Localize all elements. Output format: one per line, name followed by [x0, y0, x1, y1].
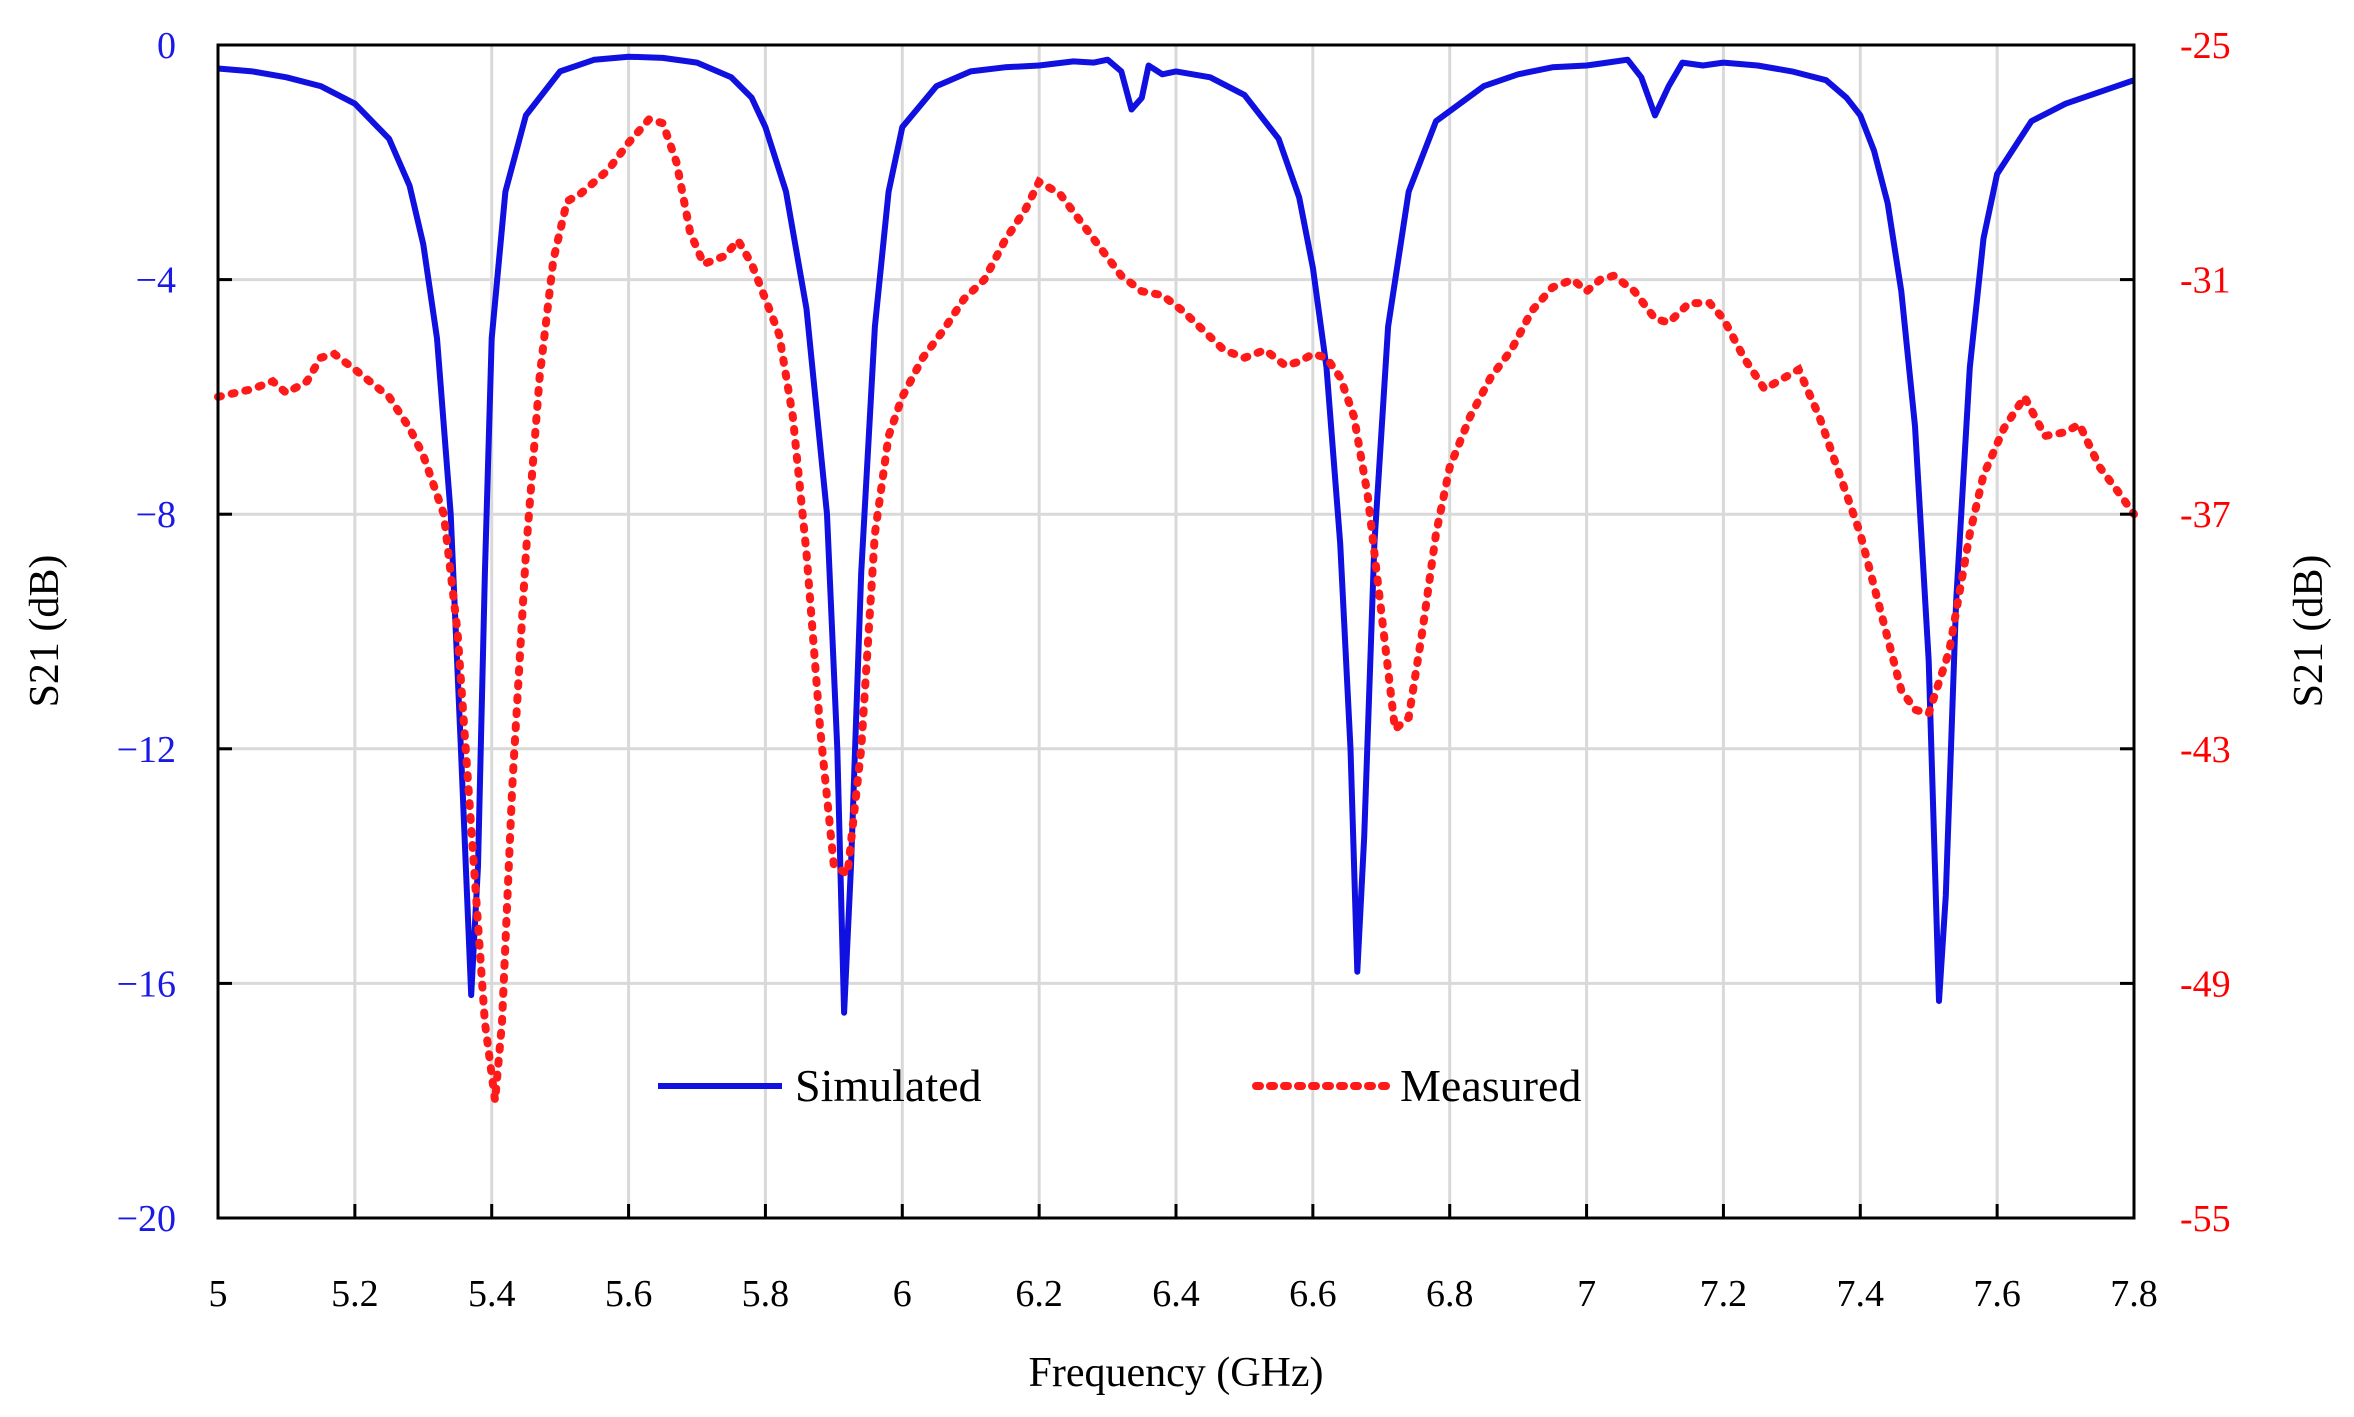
legend-label-measured: Measured [1400, 1060, 1581, 1111]
x-tick-label: 6 [893, 1273, 912, 1315]
x-tick-label: 5 [209, 1273, 228, 1315]
x-tick-label: 5.4 [468, 1273, 516, 1315]
x-tick-label: 6.2 [1015, 1273, 1063, 1315]
y-left-tick-label: −20 [117, 1198, 176, 1240]
x-tick-label: 6.4 [1152, 1273, 1200, 1315]
y-left-tick-label: −16 [117, 963, 176, 1005]
grid [218, 45, 2134, 1218]
tick-labels: 5 5.2 5.4 5.6 5.8 6 6.2 6.4 6.6 6.8 7 7.2 7.4 7.6 7.8 0… [117, 25, 2231, 1315]
x-tick-label: 7.4 [1837, 1273, 1885, 1315]
y-left-tick-label: −8 [136, 494, 176, 536]
x-tick-label: 5.8 [742, 1273, 790, 1315]
y-right-tick-label: -31 [2180, 260, 2231, 302]
x-axis-label: Frequency (GHz) [1028, 1350, 1323, 1396]
y-right-tick-label: -37 [2180, 494, 2231, 536]
x-tick-label: 7.2 [1700, 1273, 1748, 1315]
y-axis-label-left: S21 (dB) [22, 555, 68, 708]
legend-label-simulated: Simulated [795, 1060, 982, 1111]
x-tick-label: 7 [1577, 1273, 1596, 1315]
x-tick-label: 7.6 [1973, 1273, 2021, 1315]
y-axis-label-right: S21 (dB) [2286, 555, 2332, 708]
y-left-tick-label: −4 [136, 260, 176, 302]
legend: Simulated Measured [658, 1060, 1581, 1111]
x-tick-label: 6.6 [1289, 1273, 1337, 1315]
y-right-tick-label: -55 [2180, 1198, 2231, 1240]
x-tick-label: 7.8 [2110, 1273, 2158, 1315]
y-right-tick-label: -49 [2180, 963, 2231, 1005]
y-right-tick-label: -43 [2180, 729, 2231, 771]
y-left-tick-label: −12 [117, 729, 176, 771]
x-tick-label: 5.2 [331, 1273, 379, 1315]
tick-marks [216, 43, 2136, 1220]
series-line-simulated [217, 53, 2135, 1016]
series-line-measured [214, 114, 2138, 1102]
x-tick-label: 5.6 [605, 1273, 653, 1315]
series-layer [214, 53, 2138, 1102]
y-right-tick-label: -25 [2180, 25, 2231, 67]
x-tick-label: 6.8 [1426, 1273, 1474, 1315]
y-left-tick-label: 0 [157, 25, 176, 67]
